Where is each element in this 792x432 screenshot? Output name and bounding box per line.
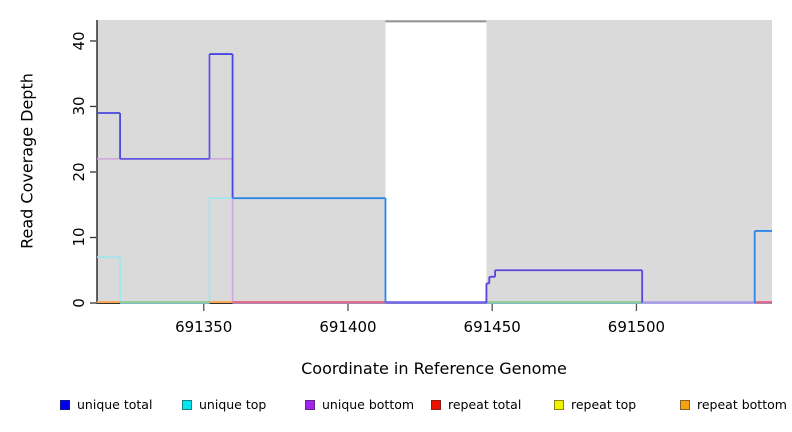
legend-swatch-icon	[431, 399, 441, 410]
legend-swatch-icon	[554, 399, 564, 410]
y-tick-label: 10	[70, 227, 88, 248]
x-tick-label: 691500	[607, 318, 666, 336]
legend-swatch-icon	[60, 399, 70, 410]
x-axis-title: Coordinate in Reference Genome	[301, 359, 567, 378]
legend-swatch-icon	[680, 399, 690, 410]
x-tick-label: 691400	[319, 318, 377, 336]
y-tick-label: 40	[70, 31, 88, 51]
y-tick-label: 30	[70, 96, 88, 117]
y-tick-label: 20	[70, 162, 88, 182]
legend-item: repeat bottom	[680, 397, 787, 412]
legend-label: repeat top	[571, 397, 637, 412]
legend-swatch-icon	[182, 399, 192, 410]
panel-region	[97, 20, 386, 303]
legend-item: repeat top	[554, 397, 636, 412]
legend-item: unique bottom	[305, 397, 414, 412]
panel-region	[486, 20, 772, 303]
x-tick-label: 691450	[463, 318, 521, 336]
legend-label: repeat bottom	[697, 397, 787, 412]
y-axis-title: Read Coverage Depth	[17, 73, 37, 249]
legend-label: unique bottom	[322, 397, 415, 412]
legend-label: unique top	[199, 397, 267, 412]
y-tick-label: 0	[70, 298, 88, 308]
legend-item: repeat total	[431, 397, 521, 412]
legend-item: unique top	[182, 397, 266, 412]
legend-label: unique total	[77, 397, 153, 412]
legend-swatch-icon	[305, 399, 315, 410]
legend-item: unique total	[60, 397, 152, 412]
x-tick-label: 691350	[175, 318, 233, 336]
legend-label: repeat total	[448, 397, 522, 412]
